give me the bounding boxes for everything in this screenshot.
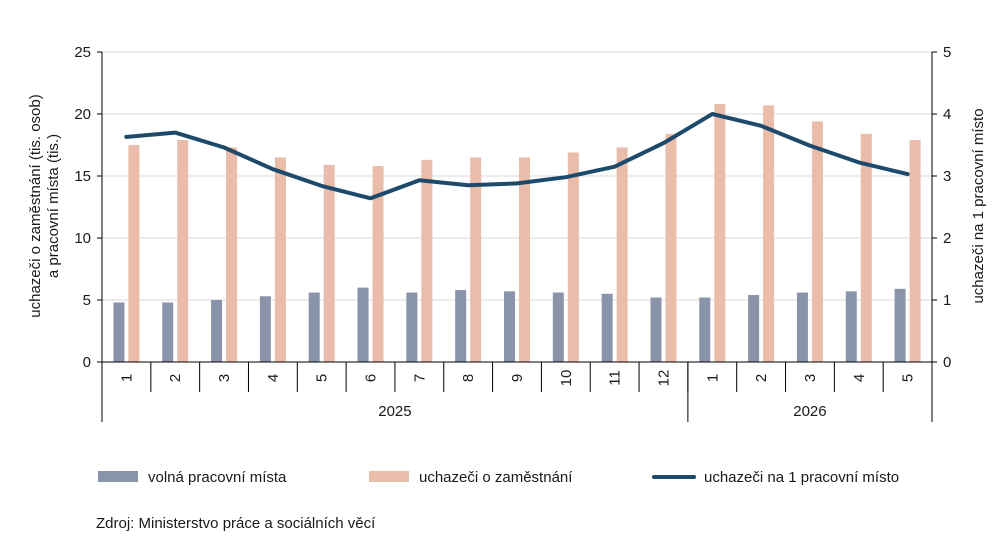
x-axis-month-labels: 1 2 3 4 5 6 7 8 9 10 11 12 1 2 3 4 5 <box>118 370 916 387</box>
month-label: 1 <box>704 374 721 382</box>
bar-vacancies <box>845 291 857 362</box>
bar-vacancies <box>211 300 223 362</box>
bar-applicants <box>519 157 530 362</box>
left-axis-ticks: 0 5 10 15 20 25 <box>74 44 102 371</box>
x-axis-year-labels: 2025 2026 <box>378 403 826 420</box>
bar-applicants <box>128 145 140 362</box>
legend-label-applicants: uchazeči o zaměstnání <box>419 469 573 486</box>
bar-applicants <box>323 164 335 362</box>
right-axis-title: uchazeči na 1 pracovní místo <box>970 108 987 303</box>
left-axis-title-line2: a pracovní místa (tis.) <box>45 134 62 278</box>
bar-applicants <box>714 104 726 362</box>
bar-vacancies <box>357 287 369 362</box>
right-tick-label: 2 <box>943 230 951 247</box>
month-label: 3 <box>216 374 233 382</box>
month-label: 1 <box>118 374 135 382</box>
right-tick-label: 3 <box>943 168 951 185</box>
left-tick-label: 10 <box>74 230 91 247</box>
left-tick-label: 25 <box>74 44 91 61</box>
bar-vacancies <box>162 302 174 362</box>
legend-swatch-vacancies <box>98 471 138 482</box>
bar-applicants <box>763 105 775 362</box>
bar-vacancies <box>406 292 418 362</box>
month-label: 8 <box>460 374 477 382</box>
month-label: 9 <box>509 374 526 382</box>
right-tick-label: 5 <box>943 44 951 61</box>
bar-applicants <box>909 140 921 362</box>
right-tick-label: 4 <box>943 106 951 123</box>
bar-applicants <box>274 157 286 362</box>
legend-label-ratio: uchazeči na 1 pracovní místo <box>704 469 899 486</box>
bar-vacancies <box>894 288 906 362</box>
month-label: 10 <box>558 370 575 387</box>
left-tick-label: 15 <box>74 168 91 185</box>
bar-vacancies <box>455 290 467 362</box>
year-label: 2026 <box>793 403 826 420</box>
bar-vacancies <box>699 297 711 362</box>
left-axis-title-line1: uchazeči o zaměstnání (tis. osob) <box>27 94 44 317</box>
month-label: 4 <box>851 374 868 382</box>
legend-item-ratio: uchazeči na 1 pracovní místo <box>652 469 899 486</box>
bar-vacancies <box>308 292 320 362</box>
bar-vacancies <box>601 293 613 362</box>
bar-applicants <box>567 152 579 362</box>
legend-swatch-applicants <box>369 471 409 482</box>
bar-vacancies <box>113 302 125 362</box>
right-tick-label: 1 <box>943 292 951 309</box>
line-series <box>124 112 910 201</box>
bar-vacancies <box>796 292 808 362</box>
month-label: 2 <box>753 374 770 382</box>
bar-applicants <box>665 133 677 362</box>
month-label: 6 <box>363 374 380 382</box>
bar-applicants <box>372 166 384 362</box>
bar-applicants <box>860 133 872 362</box>
left-tick-label: 20 <box>74 106 91 123</box>
bar-vacancies <box>552 292 564 362</box>
year-label: 2025 <box>378 403 411 420</box>
bars <box>113 104 921 362</box>
line-ratio <box>124 112 910 201</box>
month-label: 2 <box>167 374 184 382</box>
bar-applicants <box>470 157 482 362</box>
legend-item-applicants: uchazeči o zaměstnání <box>369 469 573 486</box>
bar-applicants <box>421 159 433 362</box>
month-label: 3 <box>802 374 819 382</box>
legend-label-vacancies: volná pracovní místa <box>148 469 287 486</box>
bar-applicants <box>177 140 189 362</box>
right-tick-label: 0 <box>943 354 951 371</box>
legend-item-vacancies: volná pracovní místa <box>98 469 287 486</box>
month-label: 7 <box>411 374 428 382</box>
bar-applicants <box>226 147 238 362</box>
left-tick-label: 0 <box>83 354 91 371</box>
bar-vacancies <box>504 291 515 362</box>
bar-applicants <box>811 121 823 362</box>
source-note: Zdroj: Ministerstvo práce a sociálních v… <box>96 515 376 532</box>
bar-vacancies <box>748 295 760 362</box>
month-label: 5 <box>900 374 917 382</box>
month-label: 4 <box>265 374 282 382</box>
bar-vacancies <box>650 297 662 362</box>
bar-applicants <box>616 147 628 362</box>
bar-vacancies <box>259 296 271 362</box>
left-tick-label: 5 <box>83 292 91 309</box>
month-label: 12 <box>656 370 673 387</box>
gridlines <box>102 51 932 301</box>
right-axis-ticks: 0 1 2 3 4 5 <box>932 44 951 371</box>
month-label: 5 <box>314 374 331 382</box>
legend: volná pracovní místa uchazeči o zaměstná… <box>98 469 899 486</box>
month-label: 11 <box>607 370 624 386</box>
